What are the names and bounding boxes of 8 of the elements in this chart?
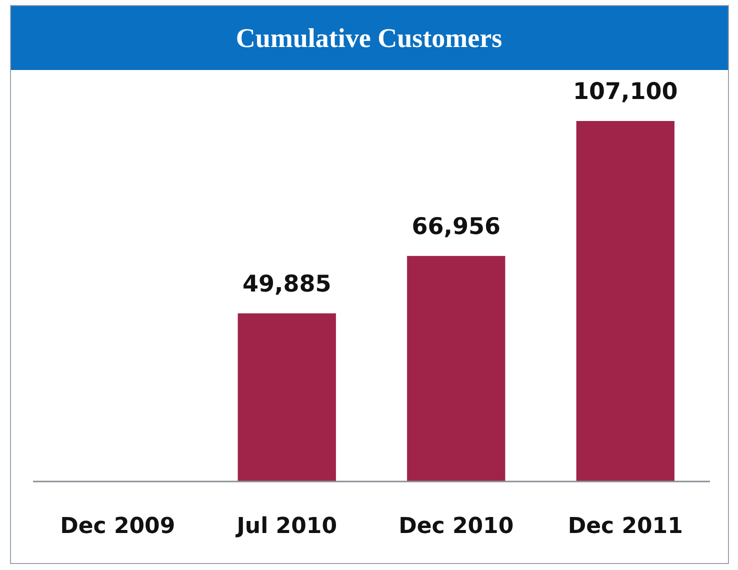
x-tick-label: Dec 2011 <box>568 514 683 539</box>
data-label: 66,956 <box>412 214 501 240</box>
data-label: 107,100 <box>572 79 678 105</box>
x-tick-label: Jul 2010 <box>234 514 338 539</box>
x-tick-label: Dec 2010 <box>398 514 514 539</box>
chart-title: Cumulative Customers <box>236 23 502 53</box>
x-tick-label: Dec 2009 <box>60 514 176 539</box>
data-label: 49,885 <box>242 271 332 298</box>
